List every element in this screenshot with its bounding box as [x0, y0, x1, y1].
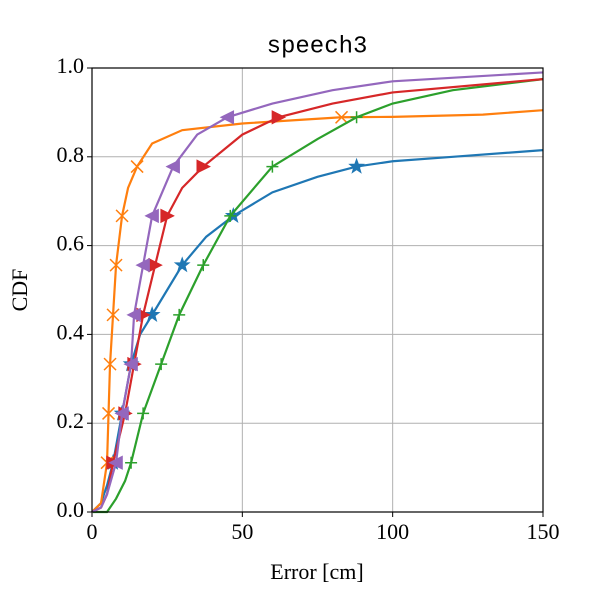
- marker: [115, 209, 129, 223]
- marker: [109, 258, 123, 272]
- marker: [196, 159, 211, 174]
- marker: [103, 357, 117, 371]
- marker: [160, 208, 175, 224]
- y-tick-label: 0.4: [57, 319, 85, 344]
- chart-title: speech3: [267, 33, 368, 60]
- marker: [271, 110, 287, 125]
- marker: [143, 306, 161, 322]
- marker: [266, 160, 279, 173]
- y-tick-label: 1.0: [57, 53, 85, 78]
- cdf-line: [91, 109, 544, 513]
- marker: [108, 455, 123, 470]
- y-tick-label: 0.6: [57, 231, 85, 256]
- y-tick-label: 0.2: [57, 408, 85, 433]
- x-tick-label: 150: [527, 519, 560, 544]
- cdf-line: [91, 149, 544, 513]
- marker: [126, 307, 141, 323]
- marker: [155, 358, 168, 371]
- marker: [197, 259, 210, 272]
- y-tick-label: 0.8: [57, 142, 85, 167]
- marker: [335, 110, 349, 124]
- cdf-line: [91, 71, 544, 513]
- marker: [135, 257, 150, 273]
- marker: [224, 209, 237, 222]
- marker: [114, 406, 129, 421]
- marker: [348, 157, 365, 174]
- marker: [350, 111, 363, 124]
- marker: [144, 208, 159, 224]
- plot-frame: [91, 67, 544, 513]
- marker: [173, 256, 191, 273]
- marker: [130, 160, 144, 174]
- marker: [123, 356, 138, 372]
- cdf-line: [92, 78, 544, 514]
- y-axis-label: CDF: [7, 269, 32, 312]
- marker: [106, 308, 120, 322]
- marker: [102, 406, 116, 420]
- marker: [173, 308, 186, 321]
- marker: [165, 159, 180, 174]
- cdf-line: [91, 78, 544, 513]
- marker: [219, 110, 235, 125]
- x-axis-label: Error [cm]: [270, 559, 363, 584]
- marker: [125, 456, 138, 469]
- marker: [137, 407, 150, 420]
- x-tick-label: 50: [231, 519, 253, 544]
- x-tick-label: 0: [87, 519, 98, 544]
- y-tick-label: 0.0: [57, 497, 85, 522]
- x-tick-label: 100: [376, 519, 409, 544]
